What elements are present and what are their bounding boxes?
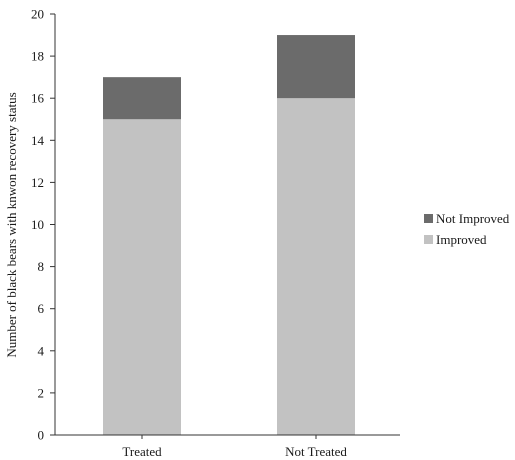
y-tick-label: 20 (31, 7, 44, 22)
y-tick-label: 6 (38, 301, 45, 316)
axes (54, 14, 400, 436)
y-tick-label: 4 (38, 343, 45, 358)
bar-not-improved-treated (103, 77, 181, 120)
y-axis-title: Number of black bears with knwon recover… (4, 92, 19, 357)
y-tick-label: 14 (31, 133, 45, 148)
y-tick-label: 0 (38, 428, 45, 443)
x-tick-label: Treated (122, 444, 162, 459)
legend-label: Improved (436, 232, 487, 247)
legend-swatch (424, 235, 433, 244)
legend-label: Not Improved (436, 211, 510, 226)
bar-improved-treated (103, 119, 181, 435)
bar-improved-not-treated (277, 98, 355, 435)
legend: Not Improved Improved (424, 211, 510, 247)
x-tick-label: Not Treated (285, 444, 347, 459)
y-tick-label: 16 (31, 91, 45, 106)
bar-not-improved-not-treated (277, 35, 355, 99)
y-tick-label: 2 (38, 385, 45, 400)
y-tick-label: 12 (31, 175, 44, 190)
legend-swatch (424, 214, 433, 223)
bars-group (103, 35, 355, 435)
y-tick-label: 18 (31, 49, 44, 64)
y-tick-label: 8 (38, 259, 45, 274)
y-tick-label: 10 (31, 217, 44, 232)
y-axis-ticks: 0 2 4 6 8 10 12 14 16 18 20 (31, 7, 55, 443)
x-axis-labels: Treated Not Treated (122, 435, 347, 459)
